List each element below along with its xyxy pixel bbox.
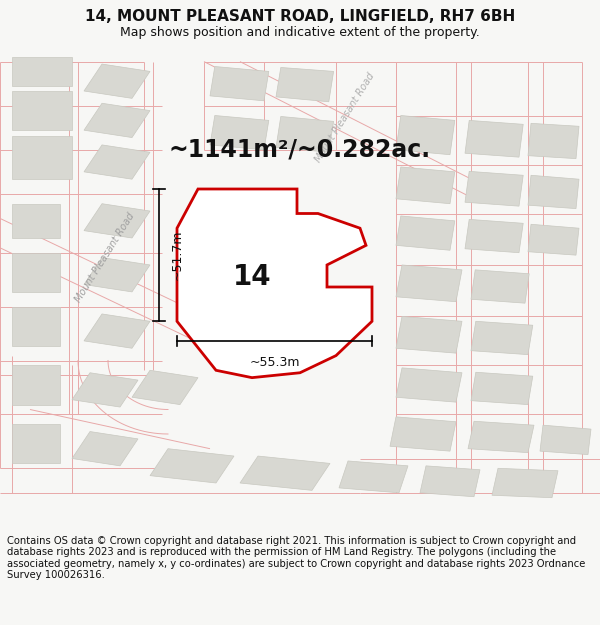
Polygon shape: [84, 103, 150, 138]
Polygon shape: [84, 145, 150, 179]
Polygon shape: [84, 64, 150, 98]
Polygon shape: [210, 66, 269, 101]
Polygon shape: [12, 253, 60, 292]
Polygon shape: [12, 204, 60, 238]
Text: ~1141m²/~0.282ac.: ~1141m²/~0.282ac.: [169, 138, 431, 162]
Text: ~55.3m: ~55.3m: [249, 356, 300, 369]
Polygon shape: [471, 270, 529, 303]
Polygon shape: [390, 417, 456, 451]
Polygon shape: [84, 314, 150, 348]
Polygon shape: [492, 468, 558, 498]
Polygon shape: [471, 372, 533, 404]
Polygon shape: [396, 265, 462, 302]
Polygon shape: [150, 449, 234, 483]
Polygon shape: [12, 307, 60, 346]
Polygon shape: [540, 425, 591, 454]
Polygon shape: [12, 366, 60, 404]
Polygon shape: [12, 57, 72, 86]
Polygon shape: [276, 68, 334, 102]
Polygon shape: [84, 258, 150, 292]
Polygon shape: [72, 431, 138, 466]
Polygon shape: [528, 224, 579, 255]
Polygon shape: [465, 219, 523, 253]
Polygon shape: [465, 171, 523, 206]
Polygon shape: [276, 116, 334, 152]
Text: Mount Pleasant Road: Mount Pleasant Road: [73, 211, 137, 304]
Polygon shape: [468, 421, 534, 452]
Polygon shape: [528, 123, 579, 159]
Polygon shape: [84, 204, 150, 238]
Polygon shape: [471, 321, 533, 354]
Polygon shape: [396, 167, 455, 204]
Text: Map shows position and indicative extent of the property.: Map shows position and indicative extent…: [120, 26, 480, 39]
Polygon shape: [12, 424, 60, 463]
Polygon shape: [210, 116, 269, 150]
Polygon shape: [12, 91, 72, 130]
Polygon shape: [339, 461, 408, 492]
Polygon shape: [72, 372, 138, 407]
Polygon shape: [177, 189, 372, 378]
Text: 14: 14: [233, 263, 271, 291]
Polygon shape: [132, 370, 198, 404]
Text: 14, MOUNT PLEASANT ROAD, LINGFIELD, RH7 6BH: 14, MOUNT PLEASANT ROAD, LINGFIELD, RH7 …: [85, 9, 515, 24]
Text: Contains OS data © Crown copyright and database right 2021. This information is : Contains OS data © Crown copyright and d…: [7, 536, 586, 581]
Polygon shape: [12, 136, 72, 179]
Polygon shape: [465, 121, 523, 157]
Polygon shape: [420, 466, 480, 497]
Text: ~51.7m: ~51.7m: [171, 230, 184, 281]
Text: Mount Pleasant Road: Mount Pleasant Road: [313, 71, 377, 164]
Polygon shape: [396, 116, 455, 155]
Polygon shape: [528, 175, 579, 209]
Polygon shape: [240, 456, 330, 491]
Polygon shape: [396, 316, 462, 353]
Polygon shape: [396, 216, 455, 250]
Polygon shape: [396, 368, 462, 402]
